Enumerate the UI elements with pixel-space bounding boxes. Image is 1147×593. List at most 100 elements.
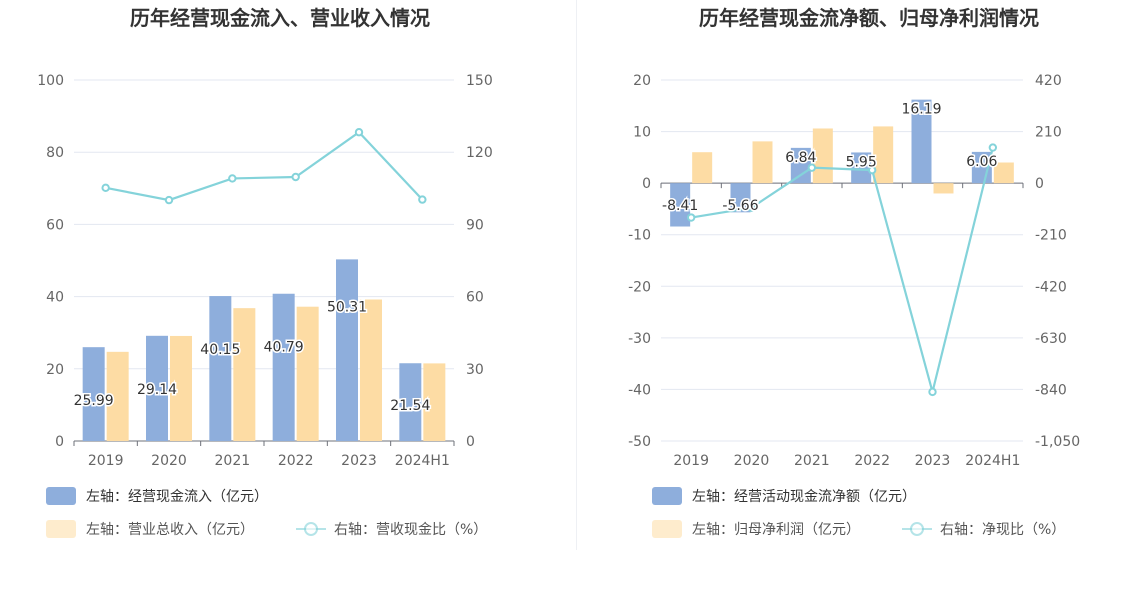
bar-data-label: 29.14 <box>137 382 177 398</box>
bar-左轴：经营活动现金流净额（亿元） <box>670 183 691 227</box>
legend-swatch <box>46 487 76 505</box>
right-axis-tick: -840 <box>1035 382 1067 398</box>
right-axis-tick: 0 <box>466 434 475 450</box>
bar-data-label: 40.79 <box>264 340 304 356</box>
bar-左轴：经营活动现金流净额（亿元） <box>851 152 872 184</box>
ratio-line <box>105 130 424 202</box>
bar-data-label: -8.41 <box>662 198 698 214</box>
ratio-point <box>928 387 937 397</box>
right-axis-tick: -420 <box>1035 279 1067 295</box>
left-chart: 历年经营现金流入、营业收入情况 0 20 40 60 80 100 0 30 60 90 120 150… <box>37 6 493 538</box>
bar-左轴：营业总收入（亿元） <box>233 308 256 441</box>
bar-左轴：经营现金流入（亿元） <box>336 259 358 441</box>
left-axis-tick: -40 <box>628 382 651 398</box>
legend-swatch <box>652 487 682 505</box>
bar-data-label: 6.84 <box>785 150 816 166</box>
right-chart-panel: 历年经营现金流净额、归母净利润情况 -50 -40 -30 -20 -10 0 10 20 -1,… <box>577 0 1147 589</box>
right-axis-tick: 120 <box>466 145 493 161</box>
chart-title: 历年经营现金流净额、归母净利润情况 <box>699 6 1039 30</box>
x-axis-label: 2024H1 <box>965 453 1020 469</box>
bar-左轴：归母净利润（亿元） <box>873 126 894 184</box>
x-axis-label: 2021 <box>215 453 251 469</box>
bar-左轴：归母净利润（亿元） <box>692 152 713 184</box>
left-axis-tick: 0 <box>55 434 64 450</box>
x-axis-label: 2020 <box>151 453 187 469</box>
right-axis-tick: 30 <box>466 362 484 378</box>
right-axis-tick: -210 <box>1035 228 1067 244</box>
right-chart: 历年经营现金流净额、归母净利润情况 -50 -40 -30 -20 -10 0 10 20 -1,… <box>628 6 1080 538</box>
left-axis-tick: 100 <box>37 73 64 89</box>
bar-左轴：营业总收入（亿元） <box>106 351 129 441</box>
bar-data-label: 21.54 <box>390 398 430 414</box>
ratio-point <box>988 143 998 152</box>
bar-左轴：经营现金流入（亿元） <box>399 363 422 441</box>
legend-label: 左轴：营业总收入（亿元） <box>86 522 254 538</box>
ratio-point <box>291 172 300 182</box>
ratio-point <box>164 195 174 205</box>
left-axis-tick: 0 <box>642 176 651 192</box>
legend-marker <box>910 522 924 536</box>
left-chart-panel: 历年经营现金流入、营业收入情况 0 20 40 60 80 100 0 30 60 90 120 150… <box>0 0 576 589</box>
x-axis-label: 2024H1 <box>395 453 450 469</box>
left-axis-tick: 20 <box>633 73 651 89</box>
ratio-point <box>807 163 817 172</box>
left-axis-tick: -50 <box>628 434 651 450</box>
legend-swatch <box>652 520 682 538</box>
left-axis-tick: 40 <box>46 290 64 306</box>
right-axis-tick: 60 <box>466 290 484 306</box>
legend-marker <box>304 522 318 536</box>
bar-左轴：经营活动现金流净额（亿元） <box>911 99 932 184</box>
bar-左轴：营业总收入（亿元） <box>170 335 192 441</box>
bar-data-label: 40.15 <box>200 342 240 358</box>
right-axis-tick: 150 <box>466 73 493 89</box>
left-axis-tick: -30 <box>628 331 651 347</box>
x-axis-label: 2022 <box>278 453 314 469</box>
legend-label: 左轴：经营活动现金流净额（亿元） <box>692 489 916 505</box>
panel-divider <box>576 0 577 550</box>
x-axis-label: 2019 <box>88 453 124 469</box>
legend-label: 左轴：归母净利润（亿元） <box>692 521 860 538</box>
left-axis-tick: -20 <box>628 279 651 295</box>
x-axis-label: 2020 <box>734 453 770 469</box>
ratio-line <box>690 147 994 397</box>
ratio-point <box>354 128 364 137</box>
x-axis-label: 2022 <box>854 453 890 469</box>
ratio-point <box>686 213 696 222</box>
bar-左轴：经营现金流入（亿元） <box>82 347 105 441</box>
legend-label: 右轴：净现比（%） <box>940 522 1065 538</box>
ratio-point <box>418 195 427 204</box>
right-axis-tick: 0 <box>1035 176 1044 192</box>
x-axis-label: 2023 <box>915 453 951 469</box>
bar-左轴：经营现金流入（亿元） <box>272 293 295 441</box>
ratio-point <box>101 183 110 193</box>
x-axis-label: 2019 <box>673 453 709 469</box>
x-axis-label: 2023 <box>341 453 377 469</box>
left-axis-tick: 10 <box>633 125 651 141</box>
bar-左轴：归母净利润（亿元） <box>993 162 1014 184</box>
left-axis-tick: 80 <box>46 145 64 161</box>
left-axis-tick: 60 <box>46 217 64 233</box>
bar-data-label: 6.06 <box>966 154 997 170</box>
ratio-point <box>228 174 237 183</box>
bar-data-label: 16.19 <box>901 102 941 118</box>
bar-左轴：经营活动现金流净额（亿元） <box>790 147 811 184</box>
bar-data-label: -5.66 <box>722 198 758 214</box>
ratio-point <box>867 165 877 175</box>
bar-左轴：经营现金流入（亿元） <box>146 335 168 441</box>
bar-左轴：营业总收入（亿元） <box>360 299 382 441</box>
right-axis-tick: 90 <box>466 217 484 233</box>
bar-左轴：归母净利润（亿元） <box>933 183 954 194</box>
legend-label: 右轴：营收现金比（%） <box>334 522 487 538</box>
bar-data-label: 25.99 <box>74 393 114 409</box>
legend-swatch <box>46 520 76 538</box>
bar-左轴：归母净利润（亿元） <box>752 141 773 184</box>
bar-左轴：经营现金流入（亿元） <box>209 296 232 441</box>
right-axis-tick: -1,050 <box>1035 434 1080 450</box>
bar-左轴：经营活动现金流净额（亿元） <box>730 183 751 213</box>
left-axis-tick: 20 <box>46 362 64 378</box>
bar-左轴：营业总收入（亿元） <box>296 306 319 441</box>
right-axis-tick: -630 <box>1035 331 1067 347</box>
right-axis-tick: 210 <box>1035 125 1062 141</box>
legend-label: 左轴：经营现金流入（亿元） <box>86 489 268 505</box>
left-axis-tick: -10 <box>628 228 651 244</box>
